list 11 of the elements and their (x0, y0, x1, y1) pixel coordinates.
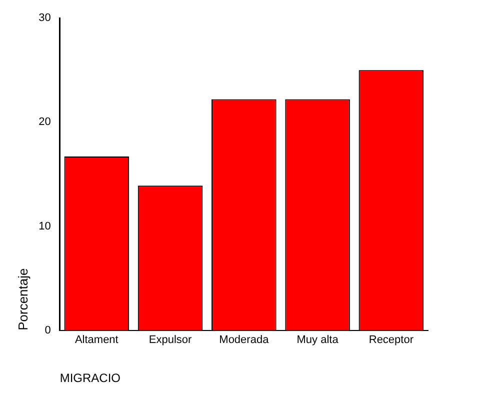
y-tick-label: 20 (38, 116, 51, 128)
x-tick-label: Receptor (368, 334, 414, 346)
x-tick-label: Moderada (219, 334, 270, 346)
y-tick-label: 0 (44, 324, 51, 336)
y-tick-label: 30 (38, 12, 51, 24)
y-tick-label: 10 (38, 220, 51, 232)
x-tick-label: Altament (74, 334, 118, 346)
x-tick-label: Muy alta (296, 334, 340, 346)
x-axis-title: MIGRACIO (60, 371, 121, 386)
y-axis-title: Porcentaje (15, 268, 30, 330)
x-tick-label: Expulsor (148, 334, 192, 346)
